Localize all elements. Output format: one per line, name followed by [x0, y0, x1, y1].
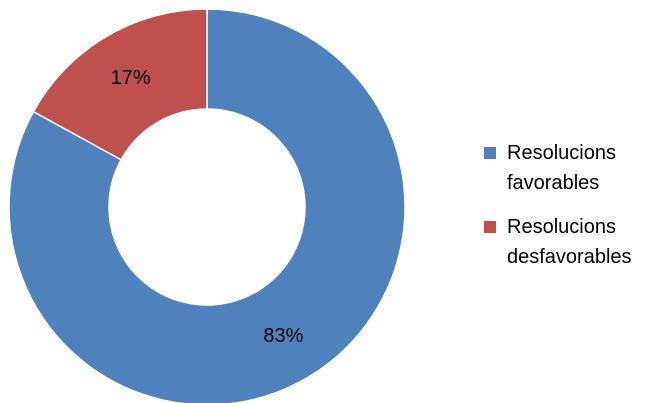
legend-swatch-favorables [484, 147, 496, 159]
slice-resolucions-desfavorables [32, 8, 208, 161]
legend-item-desfavorables: Resolucions desfavorables [484, 212, 659, 272]
legend-label-favorables: Resolucions favorables [507, 142, 616, 194]
slice-label-resolucions-favorables: 83% [263, 325, 303, 347]
legend-label-desfavorables: Resolucions desfavorables [507, 216, 632, 268]
slice-labels: 83% 17% [111, 67, 304, 347]
slice-resolucions-favorables [8, 8, 406, 403]
donut-slices [8, 8, 406, 403]
legend-item-favorables: Resolucions favorables [484, 138, 659, 198]
legend: Resolucions favorables Resolucions desfa… [484, 138, 659, 286]
legend-swatch-desfavorables [484, 221, 496, 233]
slice-label-resolucions-desfavorables: 17% [111, 67, 151, 89]
